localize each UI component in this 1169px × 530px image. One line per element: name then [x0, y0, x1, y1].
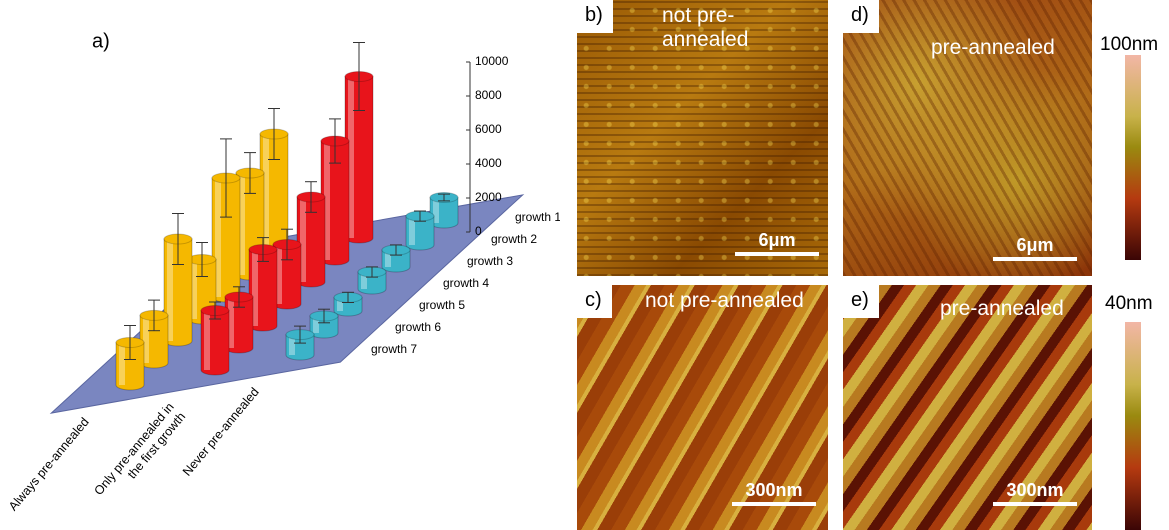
colorbar — [1125, 322, 1141, 530]
panel-label: d) — [843, 0, 879, 33]
scale-label: 300nm — [1006, 480, 1063, 500]
scale-bar: 6μm — [993, 235, 1077, 261]
y-tick-label: 4000 — [475, 156, 502, 170]
panel-label: b) — [577, 0, 613, 33]
caption: not pre-annealed — [645, 289, 815, 313]
panel-label: c) — [577, 285, 612, 318]
caption: pre-annealed — [931, 36, 1091, 60]
panel-label: e) — [843, 285, 879, 318]
figure: a) 0 2000 4000 6000 8000 10000 growth 1 growth … — [0, 0, 1169, 530]
scale-bar: 300nm — [993, 480, 1077, 506]
y-tick-label: 10000 — [475, 54, 509, 68]
scale-bar: 6μm — [735, 230, 819, 256]
y-tick-label: 2000 — [475, 190, 502, 204]
caption: not pre-annealed — [662, 4, 812, 52]
category-label: growth 6 — [395, 320, 441, 334]
y-tick-label: 8000 — [475, 88, 502, 102]
afm-image: e) pre-annealed 300nm — [843, 285, 1092, 530]
caption: pre-annealed — [940, 297, 1090, 321]
panel-label: a) — [92, 30, 110, 52]
category-label: growth 5 — [419, 298, 465, 312]
category-label: growth 2 — [491, 232, 537, 246]
scale-bar: 300nm — [732, 480, 816, 506]
scale-label: 6μm — [758, 230, 795, 250]
colorbar-label: 40nm — [1105, 293, 1153, 315]
colorbar — [1125, 55, 1141, 260]
afm-image: b) not pre-annealed 6μm — [577, 0, 828, 276]
y-tick-label: 6000 — [475, 122, 502, 136]
colorbar-label: 100nm — [1100, 34, 1158, 56]
category-label: growth 3 — [467, 254, 513, 268]
category-label: growth 1 — [515, 210, 560, 224]
category-label: growth 4 — [443, 276, 489, 290]
chart: a) 0 2000 4000 6000 8000 10000 growth 1 growth … — [0, 0, 560, 530]
scale-label: 300nm — [745, 480, 802, 500]
y-tick-label: 0 — [475, 224, 482, 238]
scale-label: 6μm — [1016, 235, 1053, 255]
afm-image: d) pre-annealed 6μm — [843, 0, 1092, 276]
category-label: growth 7 — [371, 342, 417, 356]
afm-image: c) not pre-annealed 300nm — [577, 285, 828, 530]
